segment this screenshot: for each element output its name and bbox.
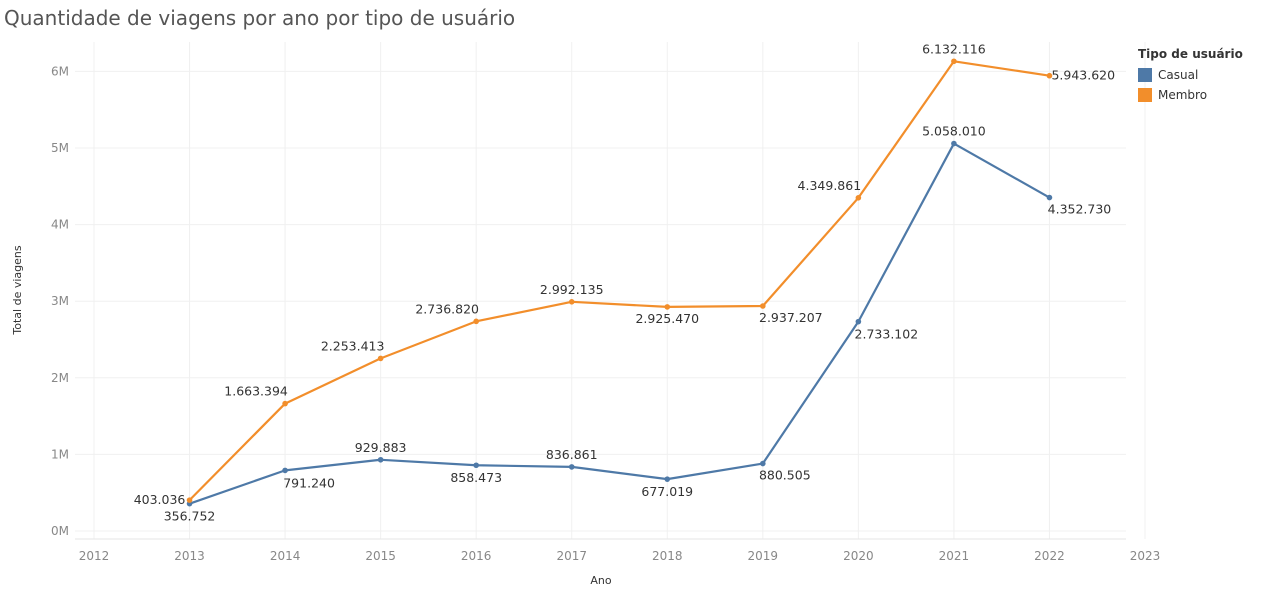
data-point-casual [855, 318, 862, 325]
data-point-casual [1046, 194, 1053, 201]
data-point-membro [568, 299, 575, 305]
data-point-casual [760, 460, 766, 467]
data-label-casual: 677.019 [641, 484, 693, 499]
data-point-casual [377, 456, 384, 463]
data-label-membro: 403.036 [134, 492, 186, 507]
x-tick-label: 2020 [843, 549, 874, 563]
data-label-casual: 836.861 [546, 447, 598, 462]
x-tick-label: 2017 [556, 549, 587, 563]
data-label-membro: 2.992.135 [540, 282, 604, 297]
x-tick-label: 2015 [365, 549, 396, 563]
data-point-membro [760, 303, 766, 309]
y-tick-label: 2M [51, 371, 69, 385]
data-point-membro [377, 355, 384, 362]
x-tick-label: 2022 [1034, 549, 1065, 563]
data-label-casual: 791.240 [283, 475, 335, 490]
data-labels: 356.752 791.240 929.883 858.473 836.861 677.0… [134, 41, 1115, 523]
series-line-membro [188, 60, 1050, 501]
legend-label-membro: Membro [1158, 88, 1208, 102]
series-points [186, 58, 1053, 507]
legend-title: Tipo de usuário [1138, 47, 1243, 61]
x-tick-label: 2016 [461, 549, 492, 563]
data-point-membro [951, 58, 957, 65]
x-tick-label: 2014 [270, 549, 301, 563]
axes: 2012 2013 2014 2015 2016 2017 2018 2019 2020 2021… [51, 64, 1160, 563]
data-label-membro: 4.349.861 [798, 178, 862, 193]
data-label-casual: 5.058.010 [922, 124, 986, 139]
data-label-membro: 5.943.620 [1051, 68, 1115, 83]
data-label-casual: 880.505 [759, 468, 811, 483]
data-label-casual: 4.352.730 [1048, 202, 1112, 217]
x-tick-label: 2019 [748, 549, 779, 563]
data-label-membro: 2.925.470 [635, 311, 699, 326]
data-point-membro [1046, 72, 1053, 79]
y-tick-label: 1M [51, 447, 69, 461]
x-tick-label: 2018 [652, 549, 683, 563]
y-tick-label: 3M [51, 294, 69, 308]
x-tick-label: 2021 [939, 549, 970, 563]
series-lines [188, 60, 1050, 505]
series-line-casual [189, 142, 1050, 505]
data-label-casual: 929.883 [355, 440, 407, 455]
data-label-membro: 2.253.413 [321, 338, 385, 353]
data-point-membro [473, 318, 479, 325]
chart-title: Quantidade de viagens por ano por tipo d… [4, 6, 516, 30]
data-point-casual [473, 462, 479, 469]
legend-swatch-membro [1138, 88, 1152, 102]
x-tick-label: 2012 [79, 549, 110, 563]
grid [75, 42, 1146, 539]
data-point-casual [282, 467, 288, 474]
data-point-casual [568, 464, 575, 470]
y-axis-title: Total de viagens [11, 245, 24, 335]
data-label-casual: 2.733.102 [855, 327, 919, 342]
data-point-membro [855, 195, 862, 201]
data-label-membro: 6.132.116 [922, 41, 986, 56]
data-point-casual [664, 476, 671, 482]
data-label-membro: 2.937.207 [759, 310, 823, 325]
legend-item-membro[interactable]: Membro [1138, 85, 1243, 105]
data-label-casual: 858.473 [450, 470, 502, 485]
data-point-casual [951, 140, 957, 147]
y-tick-label: 4M [51, 218, 69, 232]
legend: Tipo de usuário Casual Membro [1138, 47, 1243, 105]
data-label-casual: 356.752 [164, 509, 216, 524]
x-tick-label: 2023 [1130, 549, 1161, 563]
legend-label-casual: Casual [1158, 68, 1199, 82]
x-axis-title: Ano [590, 574, 611, 587]
data-label-membro: 1.663.394 [224, 384, 288, 399]
legend-item-casual[interactable]: Casual [1138, 65, 1243, 85]
data-point-membro [664, 304, 671, 310]
x-tick-label: 2013 [174, 549, 205, 563]
y-tick-label: 0M [51, 524, 69, 538]
y-tick-label: 5M [51, 141, 69, 155]
data-label-membro: 2.736.820 [415, 301, 479, 316]
y-tick-label: 6M [51, 64, 69, 78]
data-point-membro [282, 400, 288, 407]
data-point-membro [186, 497, 193, 503]
legend-swatch-casual [1138, 68, 1152, 82]
